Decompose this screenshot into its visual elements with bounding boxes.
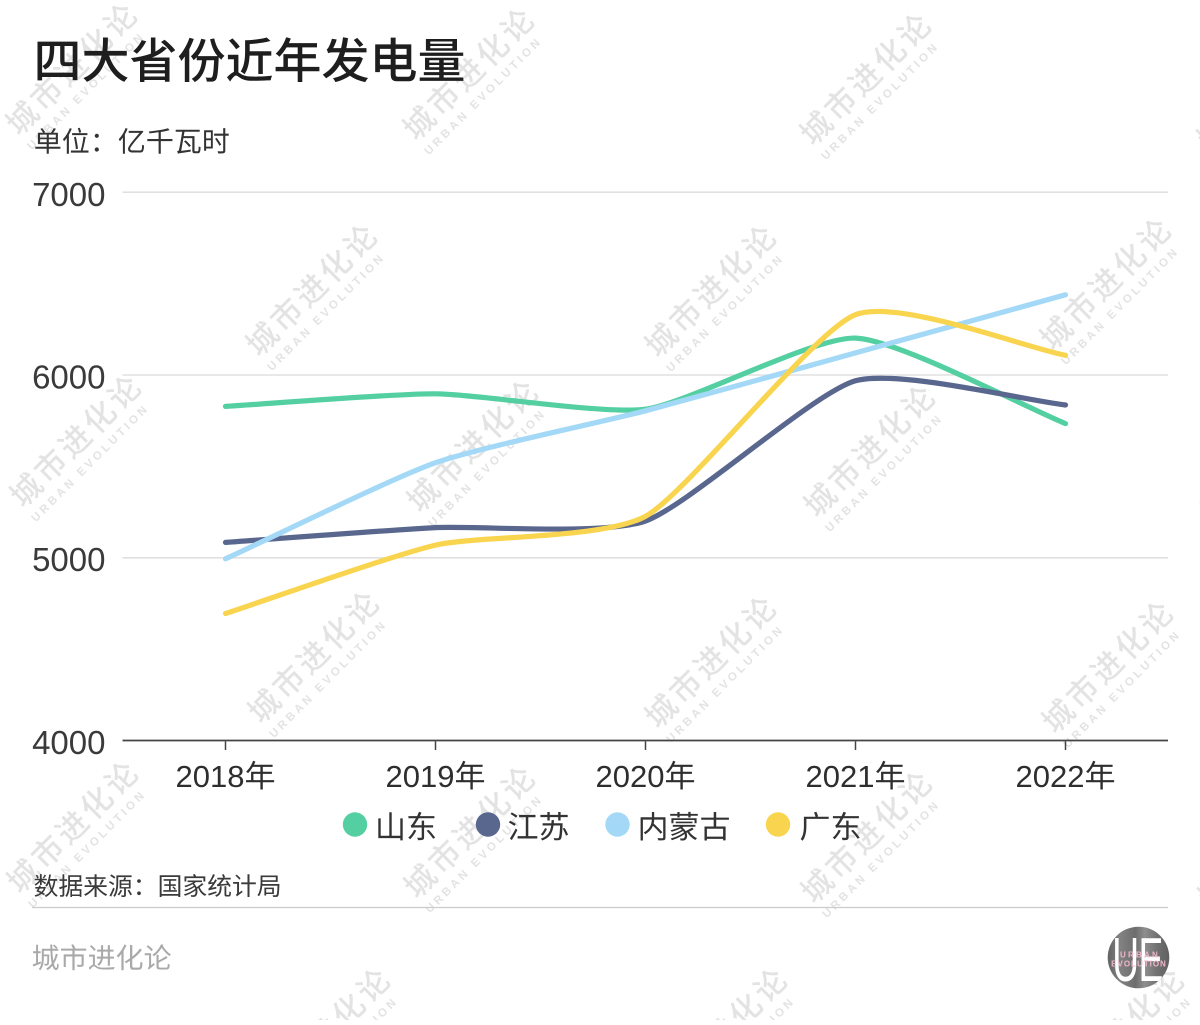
svg-text:2018: 2018 <box>176 759 245 794</box>
svg-text:5000: 5000 <box>32 541 105 578</box>
svg-text:4000: 4000 <box>32 724 105 761</box>
svg-text:2022: 2022 <box>1016 759 1085 794</box>
svg-text:6000: 6000 <box>32 359 105 396</box>
svg-text:7000: 7000 <box>32 176 105 213</box>
svg-text:2019: 2019 <box>386 759 455 794</box>
svg-text:2020: 2020 <box>596 759 665 794</box>
svg-text:EVOLUTION: EVOLUTION <box>1111 960 1167 969</box>
svg-text:2021: 2021 <box>806 759 875 794</box>
svg-text:UE: UE <box>1112 925 1162 994</box>
svg-text:URBAN: URBAN <box>1120 951 1160 960</box>
